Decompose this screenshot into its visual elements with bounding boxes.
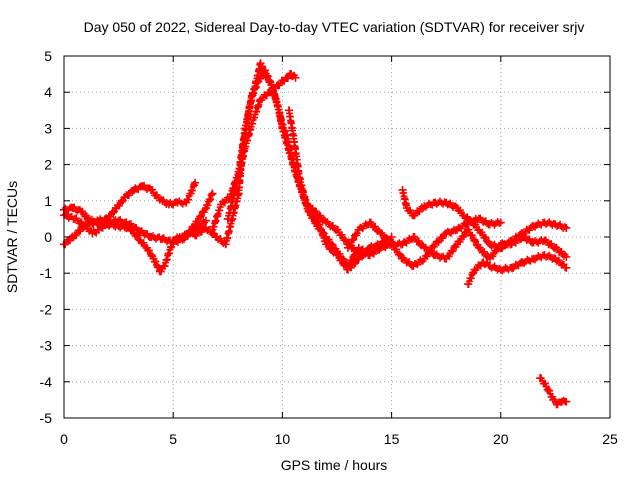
y-tick-label: -2: [40, 301, 53, 317]
x-tick-label: 10: [275, 431, 291, 447]
y-tick-label: 5: [44, 48, 52, 64]
ticks-layer: 0 5 10 15 20 25 -5 -4 -3 -2 -1 0 1 2 3 4 5: [40, 48, 618, 447]
series-track-6: [223, 69, 300, 223]
series-track-5: [208, 66, 396, 274]
x-tick-label: 15: [384, 431, 400, 447]
y-tick-label: 2: [44, 157, 52, 173]
series-track-markers: [399, 189, 569, 252]
series-track-8: [398, 185, 571, 252]
x-axis-label: GPS time / hours: [281, 457, 388, 473]
chart-title: Day 050 of 2022, Sidereal Day-to-day VTE…: [84, 19, 585, 35]
y-tick-label: -4: [40, 374, 53, 390]
x-tick-label: 20: [493, 431, 509, 447]
y-tick-label: -3: [40, 338, 53, 354]
y-tick-label: -5: [40, 410, 53, 426]
grid-layer: [64, 56, 610, 418]
series-track-9: [343, 214, 505, 270]
x-tick-label: 5: [169, 431, 177, 447]
y-tick-label: 1: [44, 193, 52, 209]
series-track-markers: [537, 374, 569, 409]
y-tick-label: 4: [44, 84, 52, 100]
y-axis-label: SDTVAR / TECUs: [4, 181, 20, 293]
y-tick-label: 3: [44, 120, 52, 136]
y-tick-label: -1: [40, 265, 53, 281]
series-track-markers: [345, 214, 503, 270]
series-track-markers: [285, 106, 569, 263]
x-tick-label: 25: [602, 431, 618, 447]
series-track-markers: [62, 190, 216, 247]
data-points-layer: [60, 59, 571, 409]
series-track-10: [464, 251, 571, 289]
series-track-11: [536, 374, 571, 409]
series-track-markers: [224, 69, 298, 223]
x-tick-label: 0: [60, 431, 68, 447]
series-track-markers: [465, 251, 569, 288]
series-track-7: [284, 106, 571, 263]
y-tick-label: 0: [44, 229, 52, 245]
